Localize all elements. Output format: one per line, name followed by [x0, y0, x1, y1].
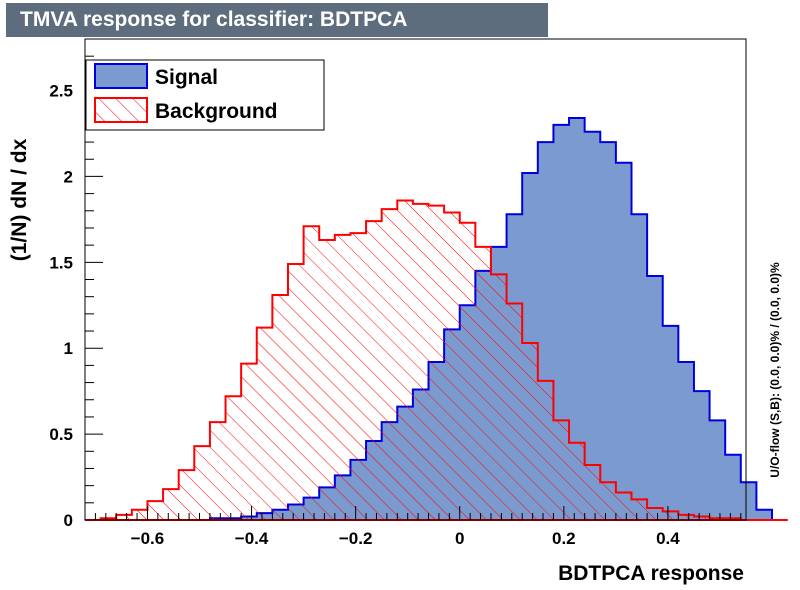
x-tick-label: 0.2: [552, 529, 576, 548]
x-tick-label: −0.4: [235, 529, 269, 548]
chart-title: TMVA response for classifier: BDTPCA: [6, 3, 548, 37]
legend-background-label: Background: [155, 100, 278, 123]
overflow-note: U/O-flow (S,B): (0.0, 0.0)% / (0.0, 0.0)…: [768, 262, 782, 478]
x-tick-label: 0.4: [656, 529, 680, 548]
x-tick-label: −0.6: [131, 529, 165, 548]
y-tick-label: 0.5: [49, 425, 73, 444]
x-tick-label: −0.2: [339, 529, 373, 548]
legend-background-swatch: [94, 97, 148, 123]
y-tick-label: 0: [64, 511, 73, 530]
legend-signal-label: Signal: [155, 66, 218, 89]
x-tick-label: 0: [455, 529, 464, 548]
y-tick-label: 2: [64, 167, 73, 186]
legend-signal-swatch: [94, 63, 148, 89]
y-axis-label: (1/N) dN / dx: [8, 138, 31, 261]
y-tick-label: 2.5: [49, 82, 73, 101]
x-axis-label: BDTPCA response: [558, 562, 744, 585]
y-tick-label: 1.5: [49, 253, 73, 272]
background-histogram: [85, 199, 788, 521]
legend: Signal Background: [85, 59, 325, 131]
y-tick-label: 1: [64, 339, 73, 358]
